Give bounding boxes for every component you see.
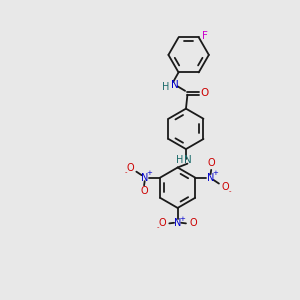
- Text: -: -: [229, 188, 232, 194]
- Text: N: N: [184, 155, 191, 165]
- Text: N: N: [174, 218, 181, 228]
- Text: O: O: [127, 163, 134, 173]
- Text: H: H: [176, 155, 184, 165]
- Text: O: O: [189, 218, 197, 228]
- Text: O: O: [207, 158, 215, 168]
- Text: N: N: [141, 172, 148, 183]
- Text: H: H: [162, 82, 169, 92]
- Text: O: O: [140, 186, 148, 196]
- Text: O: O: [158, 218, 166, 228]
- Text: N: N: [207, 172, 214, 183]
- Text: +: +: [212, 170, 218, 176]
- Text: O: O: [201, 88, 209, 98]
- Text: -: -: [157, 224, 159, 230]
- Text: F: F: [202, 31, 208, 41]
- Text: +: +: [146, 170, 152, 176]
- Text: +: +: [179, 216, 185, 222]
- Text: O: O: [222, 182, 229, 192]
- Text: -: -: [125, 169, 127, 175]
- Text: N: N: [171, 80, 178, 90]
